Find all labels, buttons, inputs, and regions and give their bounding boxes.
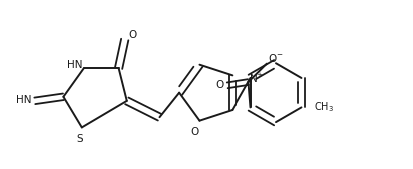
Text: S: S [76, 134, 83, 144]
Text: N$^{+}$: N$^{+}$ [249, 72, 264, 85]
Text: O: O [216, 80, 224, 90]
Text: O: O [128, 30, 136, 40]
Text: HN: HN [17, 95, 32, 105]
Text: O$^{-}$: O$^{-}$ [268, 52, 284, 64]
Text: HN: HN [67, 60, 83, 70]
Text: O: O [190, 127, 199, 137]
Text: CH$_3$: CH$_3$ [314, 101, 334, 114]
